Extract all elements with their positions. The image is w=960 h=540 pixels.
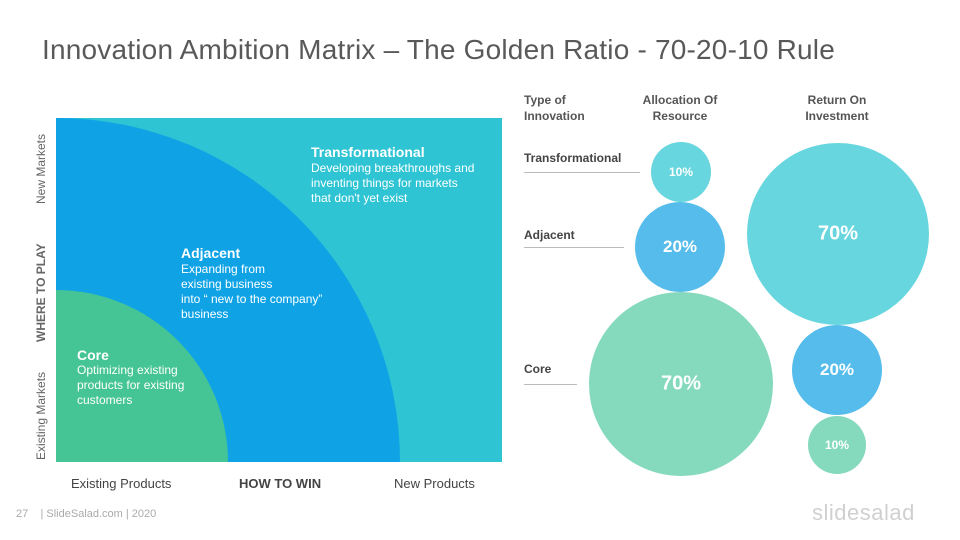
core-desc-line: products for existing — [77, 378, 185, 392]
transformational-title: Transformational — [311, 144, 425, 160]
roi-value-adjacent: 20% — [819, 360, 855, 379]
footer-source: | SlideSalad.com | 2020 — [40, 508, 157, 520]
matrix-graphic — [56, 118, 502, 462]
x-axis-right-label: New Products — [394, 476, 475, 491]
core-desc: Optimizing existing products for existin… — [77, 363, 184, 408]
transformational-desc-line: inventing things for markets — [311, 176, 458, 190]
footer: 27 | SlideSalad.com | 2020 — [16, 508, 156, 520]
core-title: Core — [77, 347, 109, 363]
adjacent-desc-line: into “ new to the company” — [181, 292, 323, 306]
core-zone — [56, 290, 228, 462]
allocation-value-adjacent: 20% — [662, 237, 698, 256]
slide-title: Innovation Ambition Matrix – The Golden … — [42, 34, 836, 65]
row-label-core: Core — [524, 362, 552, 376]
header-allocation-line: Allocation Of — [642, 93, 718, 107]
roi-bubble-adjacent — [792, 325, 882, 415]
innovation-matrix: Transformational Developing breakthrough… — [56, 118, 502, 467]
header-roi-line: Investment — [805, 109, 869, 123]
x-axis-title: HOW TO WIN — [239, 476, 322, 491]
header-allocation: Allocation Of Resource — [624, 92, 736, 124]
page-number: 27 — [16, 508, 29, 520]
roi-bubble-core — [808, 416, 866, 474]
row-divider — [524, 172, 640, 173]
adjacent-desc-line: business — [181, 307, 229, 321]
row-label-transformational: Transformational — [524, 151, 622, 165]
header-type-line: Type of — [524, 93, 566, 107]
header-type: Type of Innovation — [524, 92, 585, 124]
allocation-value-core: 70% — [660, 372, 702, 395]
allocation-bubble-adjacent — [635, 202, 725, 292]
transformational-desc-line: Developing breakthroughs and — [311, 161, 475, 175]
allocation-bubble-transformational — [651, 142, 711, 202]
row-label-adjacent: Adjacent — [524, 228, 575, 242]
adjacent-desc-line: existing business — [181, 277, 273, 291]
row-divider — [524, 247, 624, 248]
transformational-desc: Developing breakthroughs and inventing t… — [311, 161, 474, 206]
core-desc-line: customers — [77, 393, 133, 407]
allocation-bubble-core — [589, 292, 773, 476]
brand-logo: slidesalad — [812, 500, 915, 525]
adjacent-title: Adjacent — [181, 245, 241, 261]
core-desc-line: Optimizing existing — [77, 363, 178, 377]
header-roi-line: Return On — [807, 93, 867, 107]
roi-bubble-transformational — [747, 143, 929, 325]
row-divider — [524, 384, 577, 385]
roi-value-core: 10% — [824, 438, 850, 452]
header-allocation-line: Resource — [652, 109, 708, 123]
header-roi: Return On Investment — [781, 92, 893, 124]
adjacent-desc-line: Expanding from — [181, 262, 266, 276]
adjacent-desc: Expanding from existing business into “ … — [181, 262, 322, 322]
transformational-desc-line: that don't yet exist — [311, 191, 408, 205]
header-type-line: Innovation — [524, 109, 585, 123]
x-axis-left-label: Existing Products — [71, 476, 172, 491]
roi-value-transformational: 70% — [817, 222, 859, 245]
allocation-value-transformational: 10% — [668, 165, 694, 179]
